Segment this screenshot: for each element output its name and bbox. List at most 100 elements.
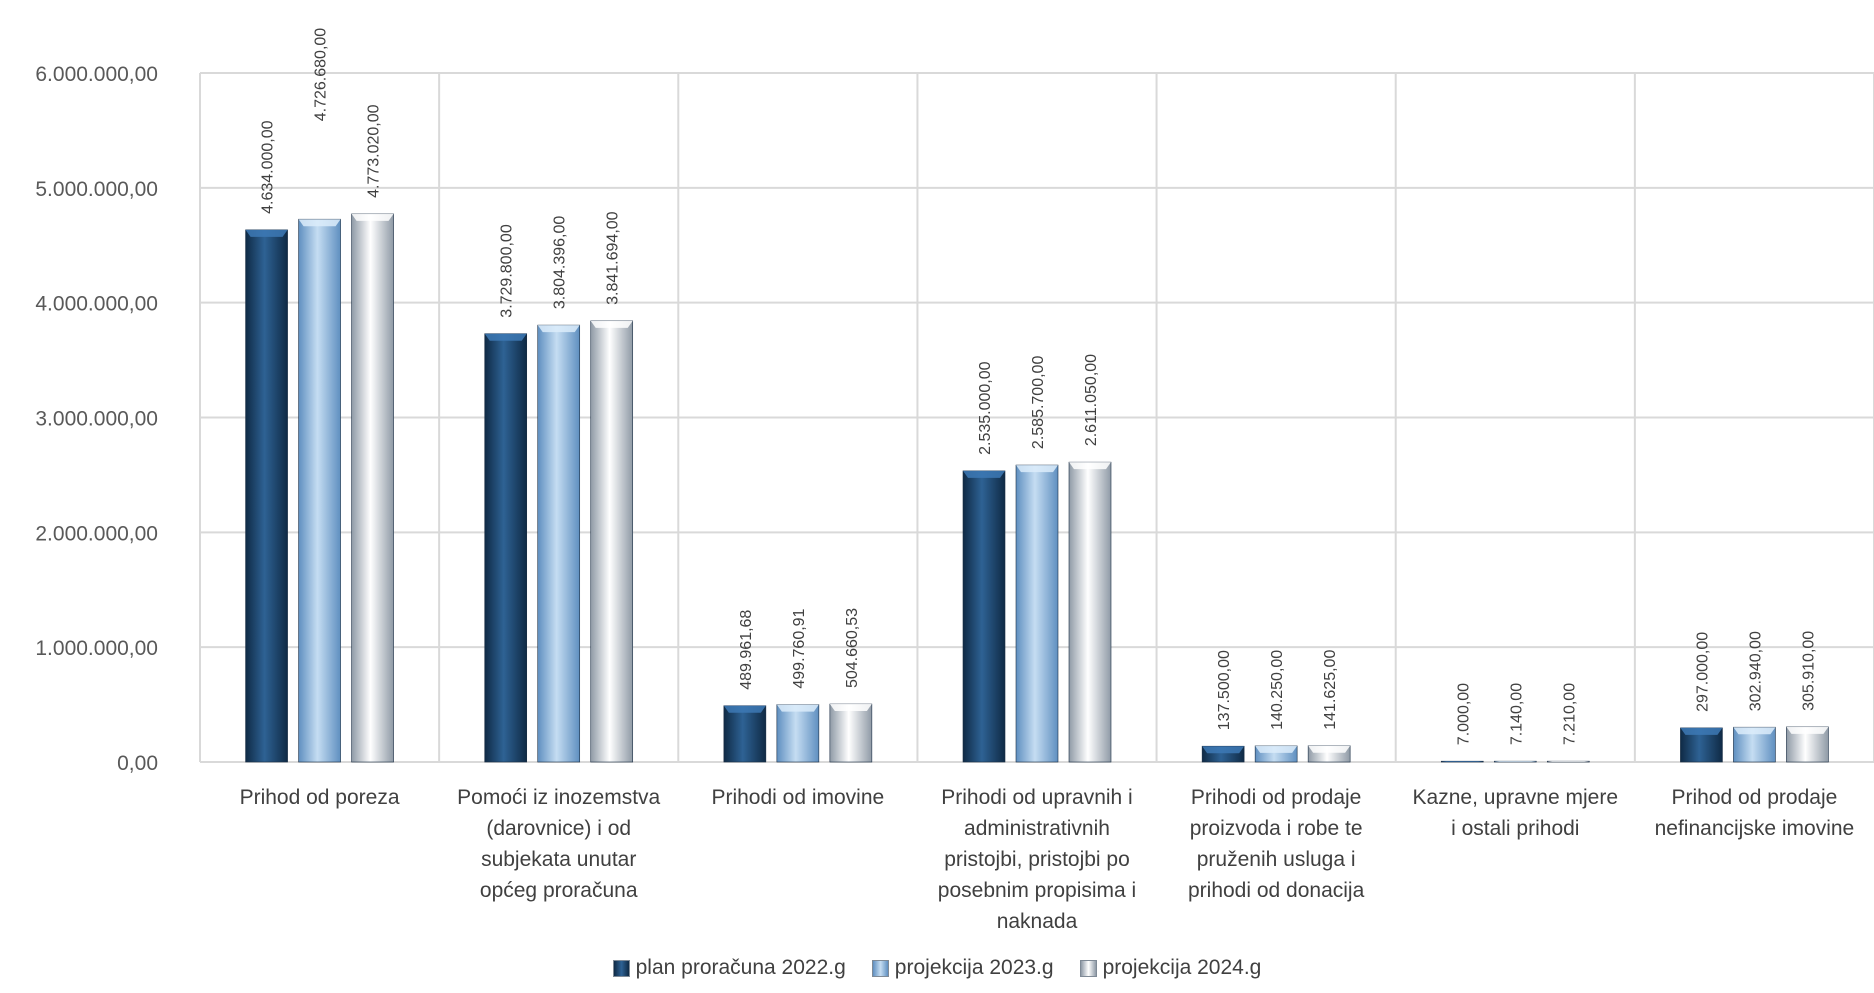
legend-swatch-2024 xyxy=(1079,959,1097,977)
bar-bevel xyxy=(723,705,766,713)
x-tick-label-line: subjekata unutar xyxy=(481,848,637,871)
bar-bevel xyxy=(1680,727,1723,735)
x-tick-label: Prihodi od upravnih i administrativnih pri… xyxy=(919,782,1155,937)
x-tick-label-line: općeg proračuna xyxy=(479,879,638,902)
legend-swatch-2023 xyxy=(871,959,889,977)
x-tick-label-line: Kazne, upravne mjere xyxy=(1412,786,1618,809)
legend-item-2022: plan proračuna 2022.g xyxy=(612,956,846,980)
bar xyxy=(962,470,1006,763)
bar-bevel xyxy=(245,229,288,237)
y-tick-label: 5.000.000,00 xyxy=(35,178,158,201)
data-label: 3.804.396,00 xyxy=(552,216,569,310)
x-tick-label-line: pristojbi, pristojbi po xyxy=(944,848,1130,871)
x-tick-label-line: Prihodi od imovine xyxy=(711,786,885,809)
x-tick-label-line: Pomoći iz inozemstva xyxy=(457,786,661,809)
y-tick-label: 3.000.000,00 xyxy=(35,408,158,431)
x-tick-label-line: Prihod od poreza xyxy=(239,786,400,809)
data-label: 4.726.680,00 xyxy=(313,28,330,122)
data-label: 3.729.800,00 xyxy=(499,224,516,318)
bar xyxy=(590,320,634,763)
data-label: 489.961,68 xyxy=(738,610,755,690)
bar xyxy=(1015,464,1059,763)
data-label: 7.000,00 xyxy=(1455,683,1472,745)
bar-bevel xyxy=(1016,465,1058,473)
data-label: 504.660,53 xyxy=(844,608,861,688)
x-tick-label: Kazne, upravne mjere i ostali prihodi xyxy=(1397,782,1633,844)
y-tick-label: 6.000.000,00 xyxy=(35,63,158,86)
x-tick-label-line: prihodi od donacija xyxy=(1187,879,1365,902)
x-tick-label-line: naknada xyxy=(996,910,1078,933)
data-label: 499.760,91 xyxy=(791,608,808,688)
legend-label-2022: plan proračuna 2022.g xyxy=(635,956,846,979)
data-label: 305.910,00 xyxy=(1800,631,1817,711)
data-labels: 4.634.000,00 4.726.680,00 4.773.020,00 3.72… xyxy=(260,28,1818,746)
x-tick-label-line: proizvoda i robe te xyxy=(1189,817,1363,840)
legend-item-2024: projekcija 2024.g xyxy=(1079,956,1262,980)
x-tick-label-line: Prihodi od prodaje xyxy=(1190,786,1362,809)
x-tick-label: Prihod od prodaje nefinancijske imovine xyxy=(1636,782,1872,844)
bar-bevel xyxy=(484,333,527,341)
bar xyxy=(245,229,288,763)
y-tick-label: 4.000.000,00 xyxy=(35,293,158,316)
data-label: 4.634.000,00 xyxy=(260,120,277,214)
bar xyxy=(298,218,341,763)
bar-bevel xyxy=(1786,726,1829,734)
y-tick-label: 2.000.000,00 xyxy=(35,522,158,545)
x-tick-label: Prihodi od prodaje proizvoda i robe te pru… xyxy=(1158,782,1394,906)
legend-item-2023: projekcija 2023.g xyxy=(871,956,1054,980)
x-tick-label-line: pruženih usluga i xyxy=(1196,848,1356,871)
bar xyxy=(537,324,581,763)
x-tick-label-line: administrativnih xyxy=(964,817,1110,840)
bar-bevel xyxy=(1441,761,1484,762)
data-label: 141.625,00 xyxy=(1322,650,1339,730)
data-label: 7.140,00 xyxy=(1508,683,1525,745)
data-label: 2.611.050,00 xyxy=(1083,354,1100,446)
bar xyxy=(723,705,767,763)
y-axis: 0,00 1.000.000,00 2.000.000,00 3.000.000,00… xyxy=(35,63,158,775)
x-tick-label-line: nefinancijske imovine xyxy=(1654,817,1855,840)
bar-bevel xyxy=(1069,462,1111,470)
x-tick-label: Prihod od poreza xyxy=(202,782,438,813)
data-label: 2.585.700,00 xyxy=(1030,356,1047,450)
data-label: 137.500,00 xyxy=(1216,650,1233,730)
bar-bevel xyxy=(829,704,872,712)
legend-label-2023: projekcija 2023.g xyxy=(894,956,1054,979)
data-label: 140.250,00 xyxy=(1269,650,1286,730)
bar-bevel xyxy=(590,320,633,328)
legend-label-2024: projekcija 2024.g xyxy=(1102,956,1262,979)
y-tick-label: 0,00 xyxy=(117,752,158,775)
bars xyxy=(245,213,1829,763)
legend-swatch-2022 xyxy=(612,959,630,977)
x-tick-label: Pomoći iz inozemstva (darovnice) i od subj… xyxy=(441,782,677,906)
x-tick-label: Prihodi od imovine xyxy=(680,782,916,813)
bar-bevel xyxy=(1547,761,1590,762)
bar-bevel xyxy=(298,219,341,227)
bar-bevel xyxy=(351,213,394,221)
x-tick-label-line: (darovnice) i od xyxy=(486,817,632,840)
data-label: 302.940,00 xyxy=(1747,631,1764,711)
x-tick-label-line: posebnim propisima i xyxy=(937,879,1137,902)
bar-bevel xyxy=(1202,746,1245,754)
data-label: 2.535.000,00 xyxy=(977,361,994,455)
x-tick-label-line: i ostali prihodi xyxy=(1451,817,1580,840)
data-label: 4.773.020,00 xyxy=(366,104,383,198)
data-label: 3.841.694,00 xyxy=(605,211,622,305)
bar-bevel xyxy=(537,325,580,333)
gridlines xyxy=(199,72,1874,763)
bar-bevel xyxy=(776,704,819,712)
bar xyxy=(351,213,394,763)
bar xyxy=(484,333,528,763)
legend: plan proračuna 2022.g projekcija 2023.g … xyxy=(0,956,1874,980)
x-tick-label-line: Prihodi od upravnih i xyxy=(941,786,1133,809)
bar-bevel xyxy=(1255,745,1298,753)
bar xyxy=(776,704,820,763)
x-tick-label-line: Prihod od prodaje xyxy=(1671,786,1838,809)
bar xyxy=(1068,461,1112,763)
bar-bevel xyxy=(1308,745,1351,753)
data-label: 7.210,00 xyxy=(1561,683,1578,745)
bar-bevel xyxy=(1494,761,1537,762)
bar-bevel xyxy=(963,470,1005,478)
y-tick-label: 1.000.000,00 xyxy=(35,637,158,660)
bar xyxy=(829,703,873,763)
